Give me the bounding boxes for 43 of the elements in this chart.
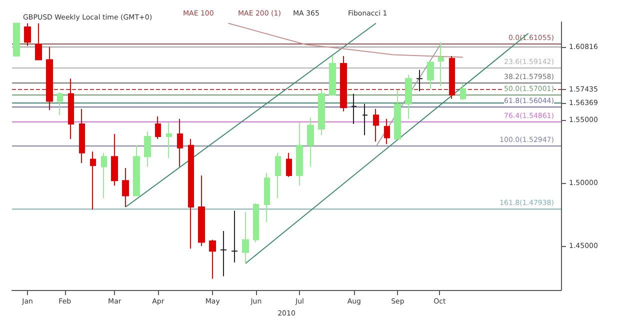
- candlestick: [286, 152, 292, 178]
- candlestick: [242, 212, 249, 264]
- candlestick: [307, 117, 314, 168]
- candlestick: [220, 230, 227, 277]
- candlestick: [155, 116, 161, 140]
- candlestick: [68, 78, 74, 140]
- candlestick: [329, 55, 336, 96]
- candlestick: [177, 118, 183, 168]
- candlestick: [122, 168, 129, 208]
- candlestick: [351, 93, 357, 124]
- candlestick: [296, 122, 303, 186]
- candlestick: [133, 144, 140, 196]
- candlestick: [394, 89, 401, 140]
- candlestick: [449, 55, 455, 100]
- candlestick: [13, 22, 20, 56]
- candlestick: [209, 239, 216, 280]
- candlestick: [111, 134, 118, 186]
- candlestick: [79, 108, 85, 164]
- line-series: [228, 22, 464, 58]
- candlestick: [405, 74, 412, 120]
- candlestick: [57, 92, 63, 116]
- candlestick: [90, 151, 96, 210]
- candlestick: [35, 22, 42, 60]
- candlestick: [264, 172, 270, 223]
- candlestick: [188, 138, 194, 250]
- candlestick: [460, 83, 466, 101]
- candlestick: [144, 131, 151, 168]
- candlestick: [384, 118, 390, 145]
- candlestick: [198, 175, 205, 247]
- candlestick: [318, 89, 325, 136]
- candlestick: [416, 69, 423, 92]
- candlestick: [362, 103, 368, 136]
- candlestick: [275, 152, 281, 199]
- candlestick: [340, 55, 347, 112]
- candlestick: [253, 202, 259, 243]
- candlestick: [24, 22, 31, 46]
- candlestick: [46, 46, 53, 111]
- candlestick: [427, 62, 434, 90]
- candlestick: [166, 122, 172, 158]
- candlestick: [373, 108, 379, 142]
- candlestick: [438, 42, 444, 87]
- candlestick: [101, 152, 107, 199]
- candlestick: [231, 210, 238, 263]
